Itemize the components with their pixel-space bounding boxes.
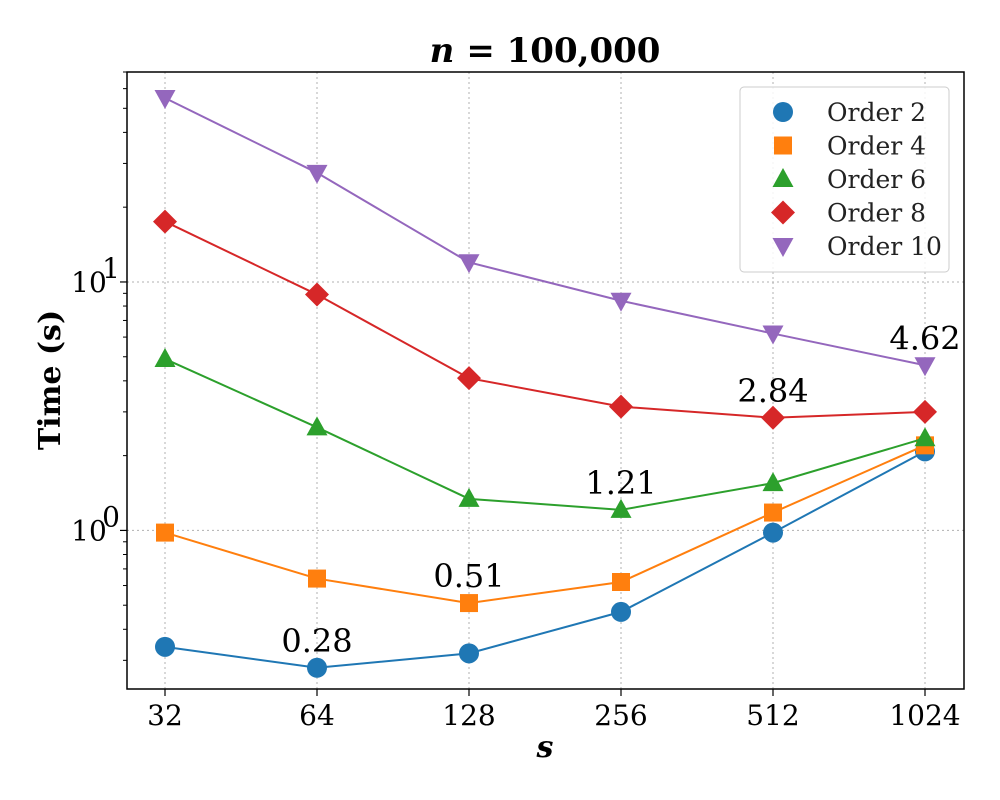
- legend-box: [739, 86, 950, 273]
- data-point: [308, 569, 326, 588]
- series-order-8: [153, 209, 937, 430]
- series-order-10: [154, 90, 936, 377]
- data-point: [153, 209, 177, 234]
- series-line: [164, 444, 926, 605]
- data-point: [610, 292, 632, 312]
- y-tick-label: 10: [71, 266, 107, 299]
- series-line: [164, 450, 926, 669]
- series-line: [164, 220, 926, 419]
- data-point: [764, 503, 782, 522]
- chart-title-value: = 100,000: [466, 31, 660, 71]
- legend: Order 2 Order 4 Order 6 Order 8 Order 10: [739, 86, 950, 273]
- data-point: [612, 573, 630, 592]
- chart-title: n = 100,000: [430, 31, 661, 71]
- data-label: 4.62: [889, 319, 960, 357]
- data-point: [762, 325, 784, 345]
- x-tick-label: 1024: [889, 699, 960, 732]
- data-point: [154, 347, 176, 367]
- data-point: [762, 472, 784, 492]
- data-point: [307, 657, 327, 678]
- data-label: 0.51: [433, 557, 504, 595]
- data-point: [306, 416, 328, 436]
- legend-label: Order 4: [827, 132, 926, 161]
- data-point: [609, 394, 633, 419]
- data-point: [763, 522, 783, 543]
- data-point: [154, 90, 176, 110]
- data-point: [306, 164, 328, 184]
- data-point: [611, 601, 631, 622]
- x-tick-label: 256: [594, 699, 647, 732]
- legend-label: Order 2: [827, 98, 926, 127]
- x-tick-label: 64: [299, 699, 335, 732]
- data-point: [458, 487, 480, 507]
- data-point: [458, 254, 480, 274]
- legend-item: Order 4: [774, 132, 926, 161]
- chart-title-variable: n: [430, 31, 455, 71]
- annotations: 0.28 0.51 1.21 2.84 4.62: [281, 319, 960, 659]
- data-point: [155, 636, 175, 657]
- y-axis-label: Time (s): [33, 310, 68, 450]
- legend-label: Order 6: [827, 165, 926, 194]
- series-order-6: [154, 347, 936, 518]
- data-point: [156, 523, 174, 542]
- data-point: [457, 366, 481, 391]
- x-tick-label: 512: [746, 699, 799, 732]
- x-axis-label: s: [536, 730, 554, 765]
- data-point: [913, 399, 937, 424]
- legend-item: Order 8: [771, 199, 926, 228]
- x-tick-label: 128: [442, 699, 495, 732]
- legend-item: Order 10: [772, 232, 942, 261]
- series-line: [164, 97, 926, 367]
- data-label: 2.84: [737, 372, 808, 410]
- legend-label: Order 10: [827, 232, 942, 261]
- data-point: [459, 643, 479, 664]
- legend-marker: [772, 238, 794, 257]
- x-tick-label: 32: [147, 699, 183, 732]
- legend-item: Order 2: [773, 98, 926, 127]
- data-label: 0.28: [281, 622, 352, 660]
- data-point: [610, 498, 632, 518]
- legend-marker: [774, 136, 792, 155]
- data-point: [460, 594, 478, 613]
- data-point: [914, 357, 936, 377]
- legend-label: Order 8: [827, 199, 926, 228]
- legend-item: Order 6: [772, 165, 926, 194]
- series-layer: [153, 90, 937, 678]
- series-order-4: [156, 436, 934, 613]
- legend-marker: [772, 168, 794, 187]
- data-point: [305, 282, 329, 307]
- data-point: [761, 405, 785, 430]
- y-tick-exponent: 1: [102, 252, 120, 285]
- series-order-2: [155, 441, 935, 678]
- y-tick-exponent: 0: [102, 500, 120, 533]
- legend-marker: [773, 102, 793, 122]
- legend-marker: [771, 200, 795, 225]
- data-label: 1.21: [585, 464, 656, 502]
- y-tick-label: 10: [71, 514, 107, 547]
- series-line: [164, 358, 926, 511]
- data-point: [914, 427, 936, 447]
